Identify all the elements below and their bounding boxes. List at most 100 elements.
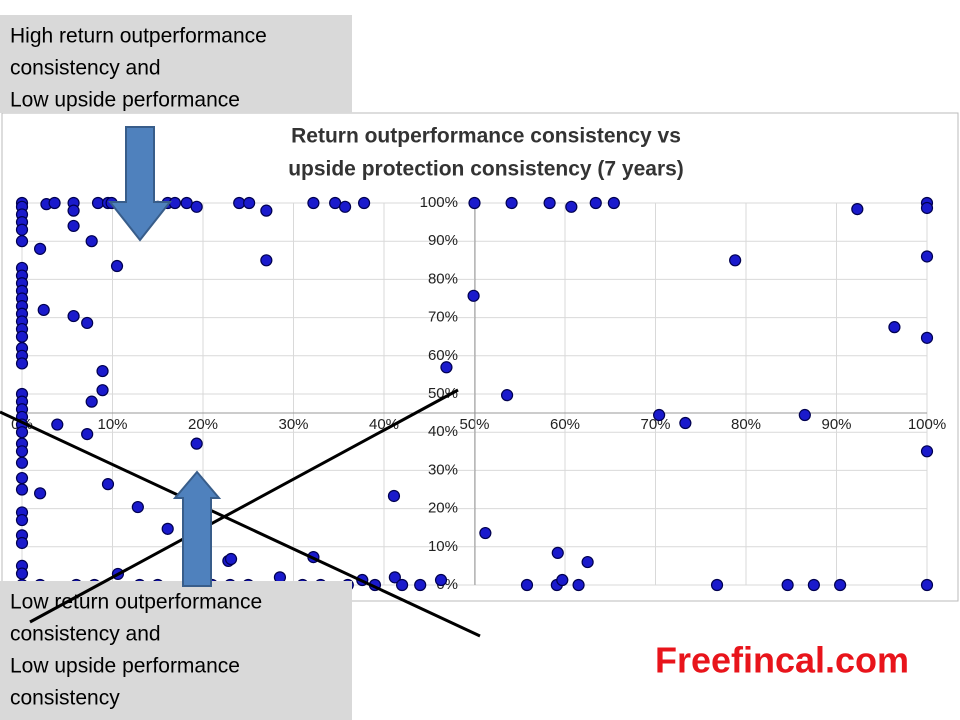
point [67,204,80,217]
point [101,478,115,491]
point [500,389,514,402]
box-text: consistency [10,687,120,710]
point [67,219,80,233]
point [190,437,203,450]
y-tick-label: 20% [428,500,458,517]
point [807,578,820,592]
point [920,331,934,344]
brand: Freefincal.com [655,640,909,681]
point [15,536,29,550]
divider-line [29,388,459,624]
point [15,456,29,469]
down-arrow [107,126,173,242]
point [67,309,80,323]
point [387,489,401,503]
point [543,196,556,210]
point [589,196,602,210]
point [131,500,144,514]
bottom-box [0,581,352,720]
x-tick-label: 40% [369,416,399,433]
top-box [0,15,352,113]
point [51,418,64,431]
point [888,321,901,334]
y-tick-label: 30% [428,461,458,478]
chart-frame [1,112,959,602]
x-tick-label: 70% [640,416,670,433]
point [479,526,492,540]
x-tick-label: 60% [550,416,580,433]
y-tick-label: 80% [428,270,458,287]
point [233,196,246,210]
y-tick-label: 100% [420,194,458,211]
point [653,408,666,422]
point [414,578,427,592]
box-text: Low upside performance [10,89,240,112]
point [565,200,578,213]
point [15,223,29,236]
x-tick-label: 20% [188,416,218,433]
point [85,235,98,248]
point [851,203,864,216]
point [338,200,352,213]
point [551,546,564,560]
point [91,196,105,210]
point [37,303,50,317]
chart-title: upside protection consistency (7 years) [288,158,684,181]
point [15,567,29,580]
box-text: Low return outperformance [10,591,262,614]
point [243,196,256,210]
point [307,196,320,210]
point [920,578,934,592]
chart-title: Return outperformance consistency vs [291,125,681,148]
point [110,259,124,273]
y-tick-label: 90% [428,232,458,249]
point [729,254,742,267]
point [798,408,811,422]
point [920,445,934,458]
box-text: Low upside performance [10,655,240,678]
point [679,416,692,430]
point [15,235,29,248]
x-tick-label: 90% [821,416,851,433]
point [15,483,29,496]
point [33,487,47,500]
y-tick-label: 60% [428,347,458,364]
y-tick-label: 70% [428,309,458,326]
point [520,578,534,592]
point [224,552,238,566]
point [920,250,934,263]
point [357,196,371,210]
point [834,578,847,592]
point [440,361,453,374]
point [505,196,518,210]
point [15,445,29,458]
point [388,571,401,584]
point [81,316,94,330]
point [920,201,934,215]
y-tick-label: 50% [428,385,458,402]
point [581,555,594,569]
plot: 0%10%20%30%40%50%60%70%80%90%100%0%10%20… [11,194,946,593]
x-tick-label: 30% [278,416,308,433]
y-tick-label: 10% [428,538,458,555]
point [96,384,109,397]
point [15,330,29,343]
x-tick-label: 100% [908,416,946,433]
annotations: High return outperformance consistency a… [0,15,909,720]
point [260,254,273,267]
point [96,364,109,378]
point [329,196,342,210]
point [434,573,448,587]
point [81,428,94,441]
point [467,289,480,302]
point [260,204,273,217]
point [15,426,29,439]
point [710,578,724,592]
x-tick-label: 10% [97,416,127,433]
point [168,196,182,210]
point [15,513,29,527]
point [85,395,98,408]
y-tick-label: 40% [428,423,458,440]
box-text: consistency and [10,57,161,80]
